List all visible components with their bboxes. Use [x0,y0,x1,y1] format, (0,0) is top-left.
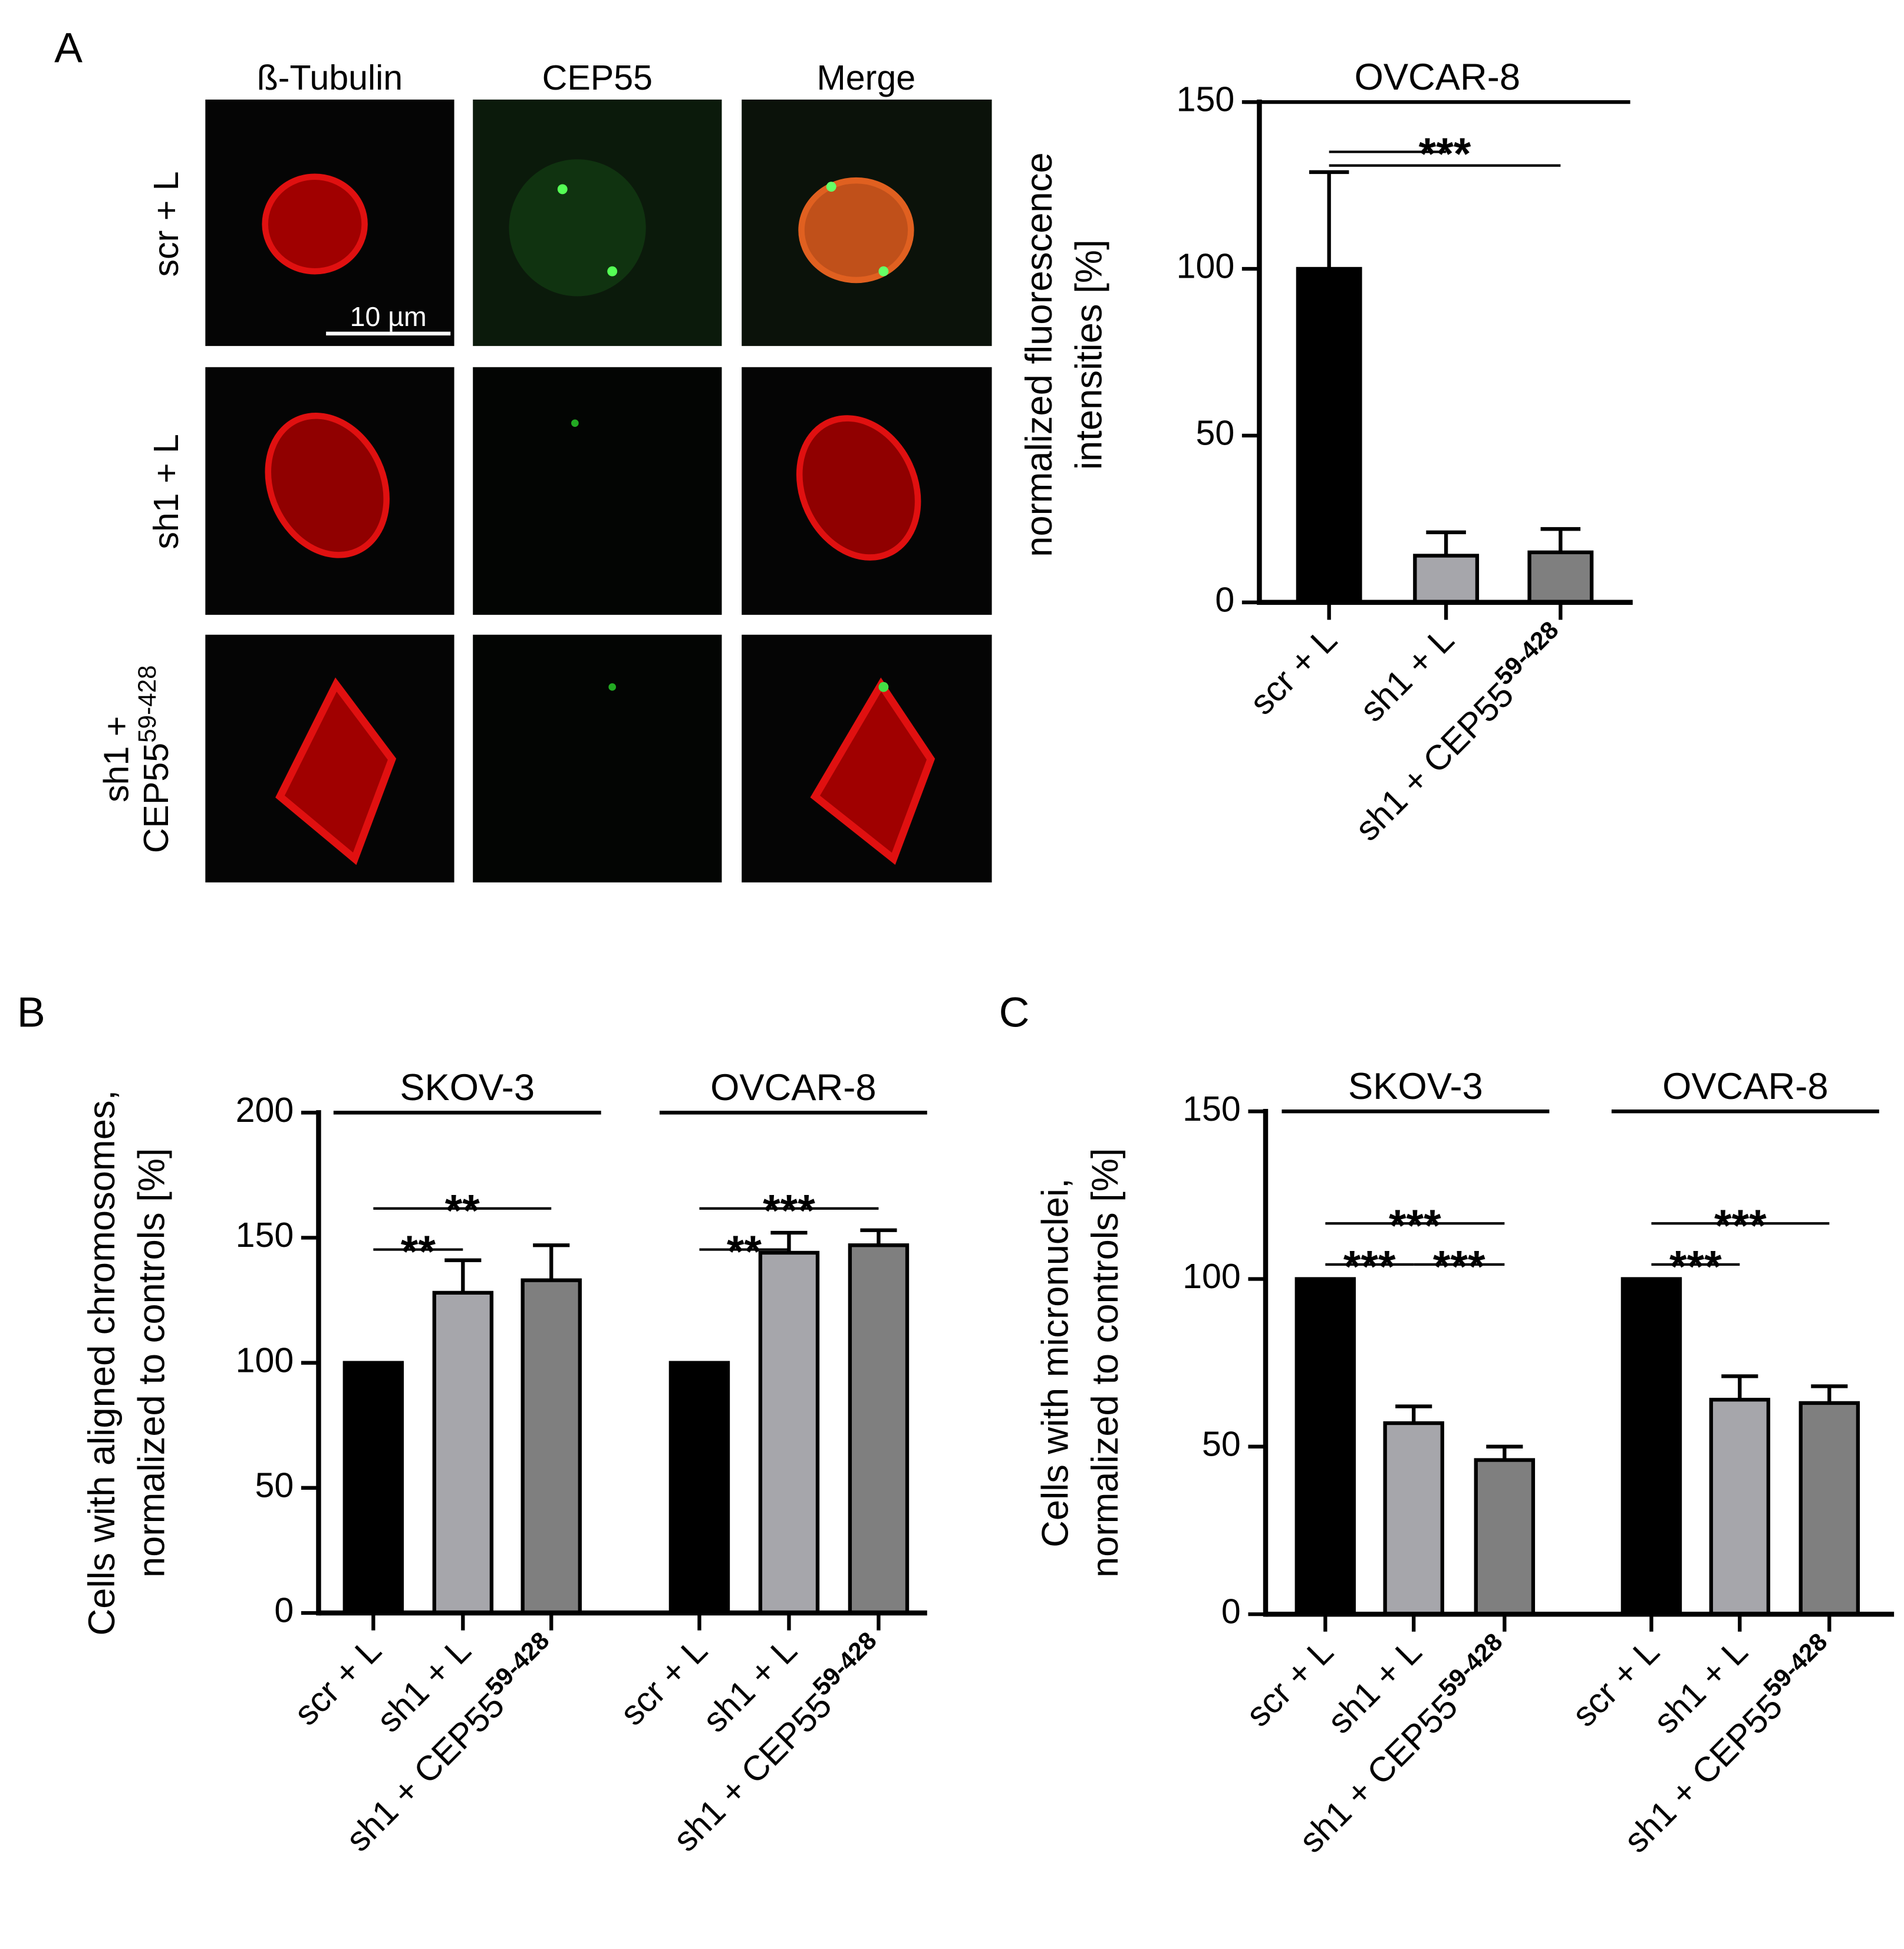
column-header: ß-Tubulin [257,58,403,97]
y-axis-label: normalized to controls [%] [131,1148,173,1578]
spindle [810,677,935,865]
centrosome [607,266,618,276]
bar [668,1361,730,1615]
y-axis-label: normalized to controls [%] [1085,1148,1126,1578]
spindle [262,173,368,275]
error-bar [1395,1404,1432,1424]
y-tick-label: 200 [236,1090,294,1130]
group-title: SKOV-3 [400,1067,535,1108]
group-title: OVCAR-8 [710,1067,877,1108]
image [473,367,722,615]
significance-label: *** [1714,1201,1767,1251]
y-tick-label: 50 [255,1465,294,1504]
y-tick-label: 0 [1215,580,1234,619]
column-header: Merge [817,58,916,97]
significance-label: *** [1343,1242,1396,1292]
error-bar [444,1258,482,1293]
y-axis-label: Cells with micronuclei, [1035,1178,1076,1547]
spindle [796,415,921,561]
row-label-main: CEP55 [136,743,176,853]
bar [1294,1277,1356,1617]
significance-label: ** [445,1186,480,1236]
error-bar [1309,170,1349,269]
bar [1527,550,1594,604]
spindle [265,413,390,558]
panel-label: C [999,989,1030,1036]
error-bar [1540,527,1581,552]
panel-label: A [54,25,83,72]
y-tick-label: 150 [236,1215,294,1255]
bar [1296,266,1362,604]
significance-label: *** [1389,1201,1441,1251]
spindle [275,677,397,865]
y-tick-label: 0 [1221,1592,1241,1631]
error-bar [533,1243,570,1280]
error-bar [1486,1444,1523,1460]
bar [848,1243,910,1615]
centrosome [878,682,889,692]
y-tick-label: 100 [236,1340,294,1380]
spindle [798,177,914,284]
y-tick-label: 50 [1195,413,1234,452]
y-tick-label: 100 [1182,1256,1241,1296]
column-header: CEP55 [542,58,653,97]
bar [342,1361,404,1615]
cell-glow [509,159,646,297]
y-tick-label: 50 [1202,1424,1241,1463]
row-label-superscript: 59-428 [133,665,161,742]
bar [1620,1277,1682,1617]
error-bar [1721,1374,1758,1400]
row-label: CEP5559-428 [133,665,176,853]
centrosome [557,184,568,195]
bar [1798,1401,1860,1617]
row-label: sh1 + [96,716,136,802]
significance-label: *** [763,1186,815,1236]
group-title: OVCAR-8 [1662,1066,1829,1107]
bar [1709,1398,1771,1617]
centrosome [608,683,616,691]
bar [758,1250,820,1615]
group-title: SKOV-3 [1348,1066,1483,1107]
error-bar [1811,1384,1848,1403]
y-tick-label: 0 [274,1591,294,1630]
image [473,634,722,883]
micrographs: 10 µm [205,99,992,883]
significance-label: ** [727,1227,762,1277]
row-label: sh1 + L [146,434,186,549]
centrosome [826,182,836,192]
panel-label: B [17,989,45,1036]
y-tick-label: 150 [1182,1089,1241,1128]
y-tick-label: 150 [1177,80,1235,119]
centrosome [571,419,579,427]
bar [1413,554,1480,604]
significance-label: *** [1669,1242,1722,1292]
significance-label: *** [1419,129,1471,179]
error-bar [860,1228,897,1246]
bar [1474,1458,1536,1617]
significance-label: *** [1433,1242,1485,1292]
y-axis-label: intensities [%] [1068,239,1109,470]
row-label: scr + L [146,171,186,276]
error-bar [1426,530,1466,556]
y-tick-label: 100 [1177,246,1235,286]
y-axis-label: Cells with aligned chromosomes, [81,1090,123,1636]
group-title: OVCAR-8 [1355,57,1521,98]
centrosome [878,266,889,276]
scale-bar-label: 10 µm [350,301,427,332]
bar [432,1290,494,1615]
significance-label: ** [401,1227,436,1277]
bar [1383,1421,1444,1617]
y-axis-label: normalized fluorescence [1019,152,1060,557]
bar [521,1278,582,1615]
